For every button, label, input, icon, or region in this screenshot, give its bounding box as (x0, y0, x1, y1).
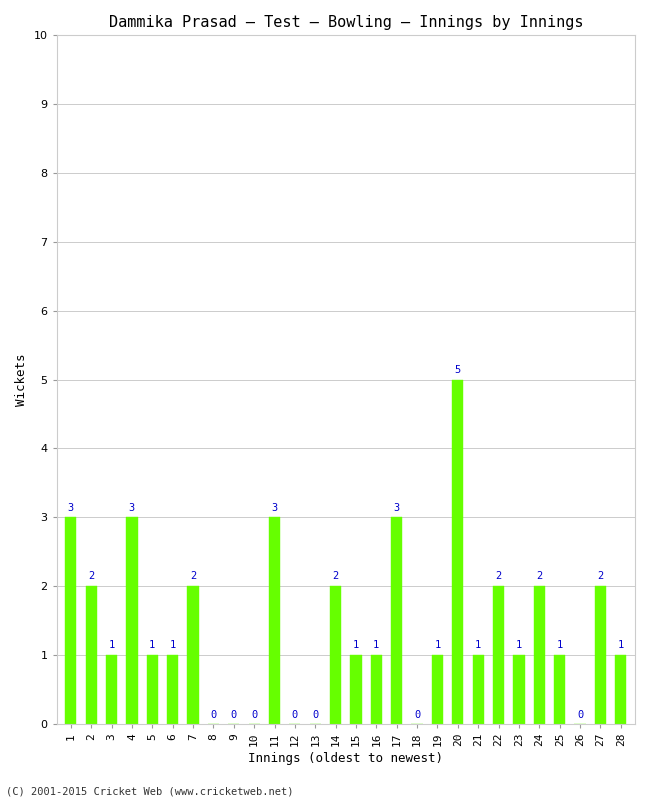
Text: 2: 2 (597, 571, 603, 582)
Text: 5: 5 (455, 365, 461, 375)
Bar (514, 655, 525, 724)
Text: 2: 2 (495, 571, 502, 582)
Bar (391, 518, 402, 724)
Text: 2: 2 (536, 571, 542, 582)
Text: 1: 1 (475, 640, 481, 650)
Text: 1: 1 (170, 640, 176, 650)
Text: 2: 2 (190, 571, 196, 582)
Bar (65, 518, 77, 724)
Title: Dammika Prasad – Test – Bowling – Innings by Innings: Dammika Prasad – Test – Bowling – Inning… (109, 15, 583, 30)
Bar (167, 655, 178, 724)
Text: 3: 3 (129, 502, 135, 513)
Bar (126, 518, 138, 724)
Text: 0: 0 (231, 710, 237, 720)
Bar (473, 655, 484, 724)
Bar (330, 586, 341, 724)
Text: 3: 3 (272, 502, 278, 513)
Bar (147, 655, 158, 724)
Text: 1: 1 (618, 640, 624, 650)
Bar (534, 586, 545, 724)
Text: 2: 2 (333, 571, 339, 582)
Bar (86, 586, 97, 724)
Bar (106, 655, 117, 724)
Bar (554, 655, 566, 724)
Text: 1: 1 (434, 640, 441, 650)
Text: 1: 1 (109, 640, 114, 650)
Bar (595, 586, 606, 724)
Text: 1: 1 (556, 640, 563, 650)
Bar (493, 586, 504, 724)
Text: 1: 1 (516, 640, 522, 650)
Bar (432, 655, 443, 724)
Y-axis label: Wickets: Wickets (15, 354, 28, 406)
Text: 0: 0 (292, 710, 298, 720)
Text: 0: 0 (414, 710, 420, 720)
Text: 1: 1 (353, 640, 359, 650)
Text: 0: 0 (211, 710, 216, 720)
Text: 1: 1 (373, 640, 380, 650)
Text: 1: 1 (150, 640, 155, 650)
Text: 0: 0 (251, 710, 257, 720)
Bar (350, 655, 361, 724)
Text: 0: 0 (312, 710, 318, 720)
Bar (452, 380, 463, 724)
Bar (269, 518, 280, 724)
Bar (370, 655, 382, 724)
Text: 2: 2 (88, 571, 94, 582)
Text: 3: 3 (68, 502, 74, 513)
Bar (187, 586, 199, 724)
Bar (615, 655, 627, 724)
Text: 0: 0 (577, 710, 583, 720)
Text: (C) 2001-2015 Cricket Web (www.cricketweb.net): (C) 2001-2015 Cricket Web (www.cricketwe… (6, 786, 294, 796)
Text: 3: 3 (394, 502, 400, 513)
X-axis label: Innings (oldest to newest): Innings (oldest to newest) (248, 752, 443, 765)
